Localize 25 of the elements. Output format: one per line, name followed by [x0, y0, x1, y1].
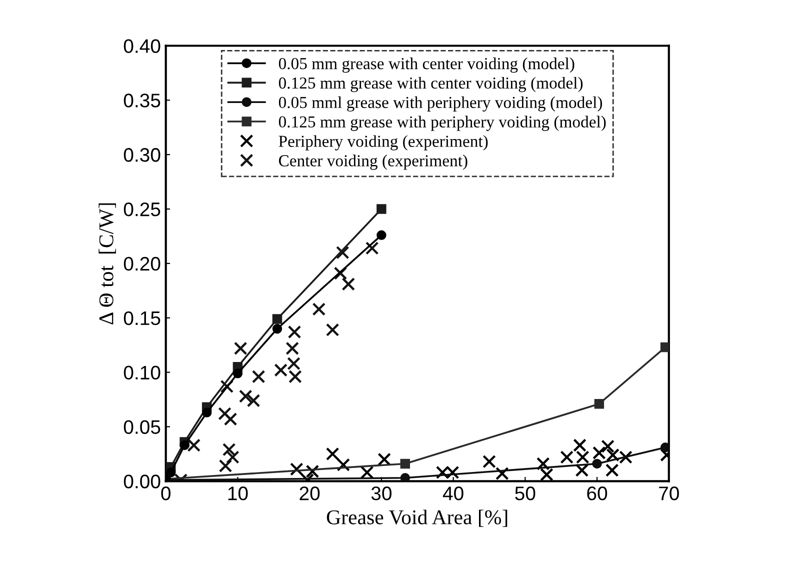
x-tick-label: 50	[515, 486, 536, 500]
y-tick-label: 0.20	[124, 256, 160, 271]
legend-label: 0.05 mml grease with periphery voiding (model)	[278, 96, 602, 112]
legend-label: 0.125 mm grease with center voiding (model)	[278, 76, 583, 92]
legend-label: 0.125 mm grease with periphery voiding (model)	[278, 116, 606, 131]
y-tick-label: 0.35	[124, 94, 160, 108]
x-tick-label: 70	[659, 486, 679, 500]
y-tick-label: 0.40	[124, 39, 160, 53]
legend-label: Center voiding (experiment)	[278, 154, 468, 170]
y-tick-label: 0.30	[124, 148, 160, 162]
x-tick-label: 0	[161, 486, 170, 500]
x-tick-label: 30	[371, 486, 392, 500]
y-tick-label: 0.05	[124, 420, 160, 434]
legend-label: 0.05 mm grease with center voiding (model)	[278, 58, 574, 73]
x-tick-label: 40	[442, 486, 464, 500]
y-tick-label: 0.00	[124, 474, 160, 488]
y-tick-label: 0.15	[124, 311, 160, 326]
legend-label: Periphery voiding (experiment)	[278, 135, 488, 150]
y-tick-label: 0.10	[124, 366, 160, 380]
x-tick-label: 10	[228, 486, 248, 500]
y-axis-title: Δ Θ tot [C/W]	[98, 203, 116, 324]
x-axis-title: Grease Void Area [%]	[326, 510, 508, 527]
x-tick-label: 60	[587, 486, 608, 500]
y-tick-label: 0.25	[124, 202, 160, 216]
x-tick-label: 20	[300, 486, 320, 500]
